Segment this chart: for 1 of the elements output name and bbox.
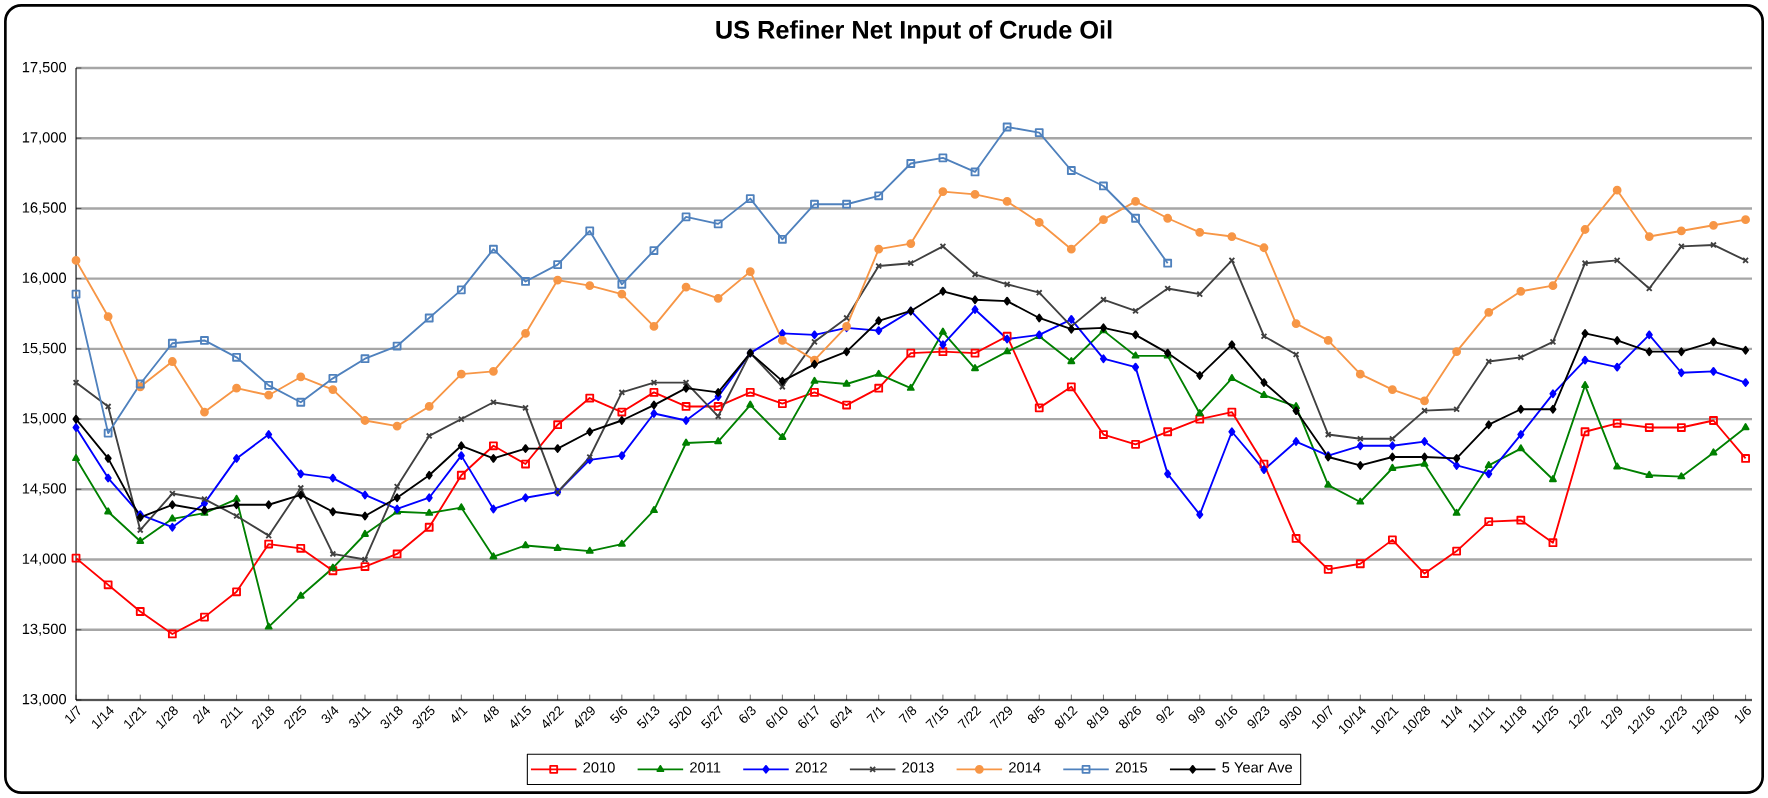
- chart-title: US Refiner Net Input of Crude Oil: [716, 20, 1112, 44]
